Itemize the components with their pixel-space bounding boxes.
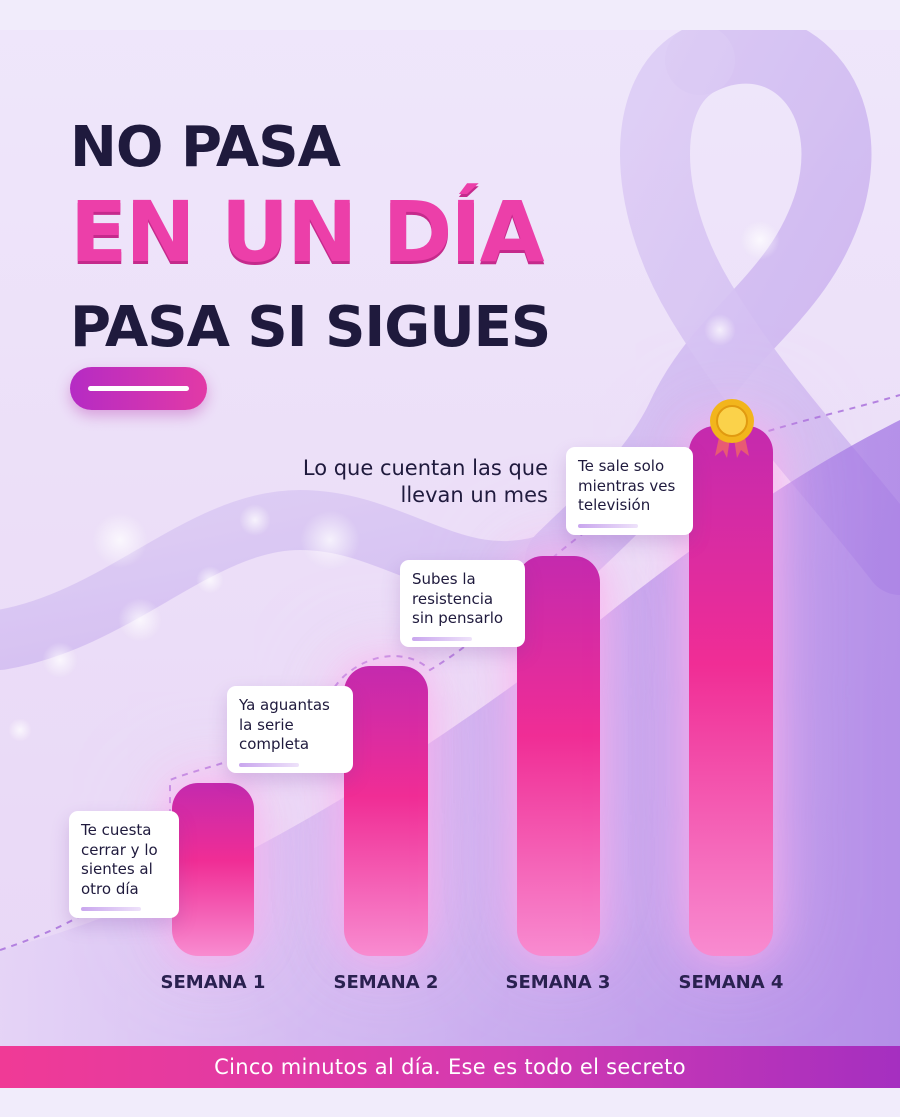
- week-label-3: SEMANA 3: [505, 972, 611, 993]
- pill-line: [88, 386, 189, 391]
- note-card-week-3: Subes la resistencia sin pensarlo: [400, 560, 525, 647]
- bar-week-1: [172, 783, 254, 956]
- bar-week-2: [344, 666, 428, 956]
- note-line: Te sale solo: [578, 457, 665, 475]
- headline-line-3: PASA SI SIGUES: [70, 295, 551, 360]
- note-card-week-2: Ya aguantas la serie completa: [227, 686, 353, 773]
- footer-text: Cinco minutos al día. Ese es todo el sec…: [214, 1055, 686, 1079]
- top-strip: [0, 0, 900, 30]
- note-underline: [578, 523, 638, 528]
- note-line: la serie: [239, 715, 294, 734]
- note-line: cerrar y lo: [81, 840, 158, 859]
- week-label-1: SEMANA 1: [160, 972, 266, 993]
- medal-icon: [710, 399, 754, 458]
- note-line: Ya aguantas: [239, 696, 330, 714]
- note-line: Subes la: [412, 570, 476, 588]
- note-line: resistencia: [412, 589, 494, 608]
- subtitle-line-1: Lo que cuentan las que: [302, 456, 548, 480]
- note-line: sin pensarlo: [412, 609, 504, 627]
- note-card-week-4: Te sale solo mientras ves televisión: [566, 447, 693, 535]
- bottom-strip: [0, 1088, 900, 1117]
- note-underline: [412, 636, 472, 641]
- headline-line-1: NO PASA: [70, 115, 341, 180]
- note-line: televisión: [578, 496, 651, 514]
- note-line: sientes al: [81, 860, 153, 878]
- note-line: mientras ves: [578, 476, 676, 495]
- note-underline: [239, 762, 299, 767]
- note-line: Te cuesta: [81, 821, 152, 839]
- subtitle: Lo que cuentan las que llevan un mes: [303, 455, 548, 510]
- week-label-4: SEMANA 4: [678, 972, 784, 993]
- note-card-week-1: Te cuesta cerrar y lo sientes al otro dí…: [69, 811, 179, 918]
- subtitle-line-2: llevan un mes: [400, 483, 548, 508]
- bar-week-3: [517, 556, 600, 956]
- week-label-2: SEMANA 2: [333, 972, 439, 993]
- headline-line-2: EN UN DÍA: [70, 183, 545, 281]
- decorative-pill: [70, 367, 207, 410]
- note-underline: [81, 907, 141, 911]
- bar-week-4: [689, 426, 773, 956]
- note-line: completa: [239, 735, 310, 753]
- note-line: otro día: [81, 879, 139, 898]
- footer-banner: Cinco minutos al día. Ese es todo el sec…: [0, 1046, 900, 1088]
